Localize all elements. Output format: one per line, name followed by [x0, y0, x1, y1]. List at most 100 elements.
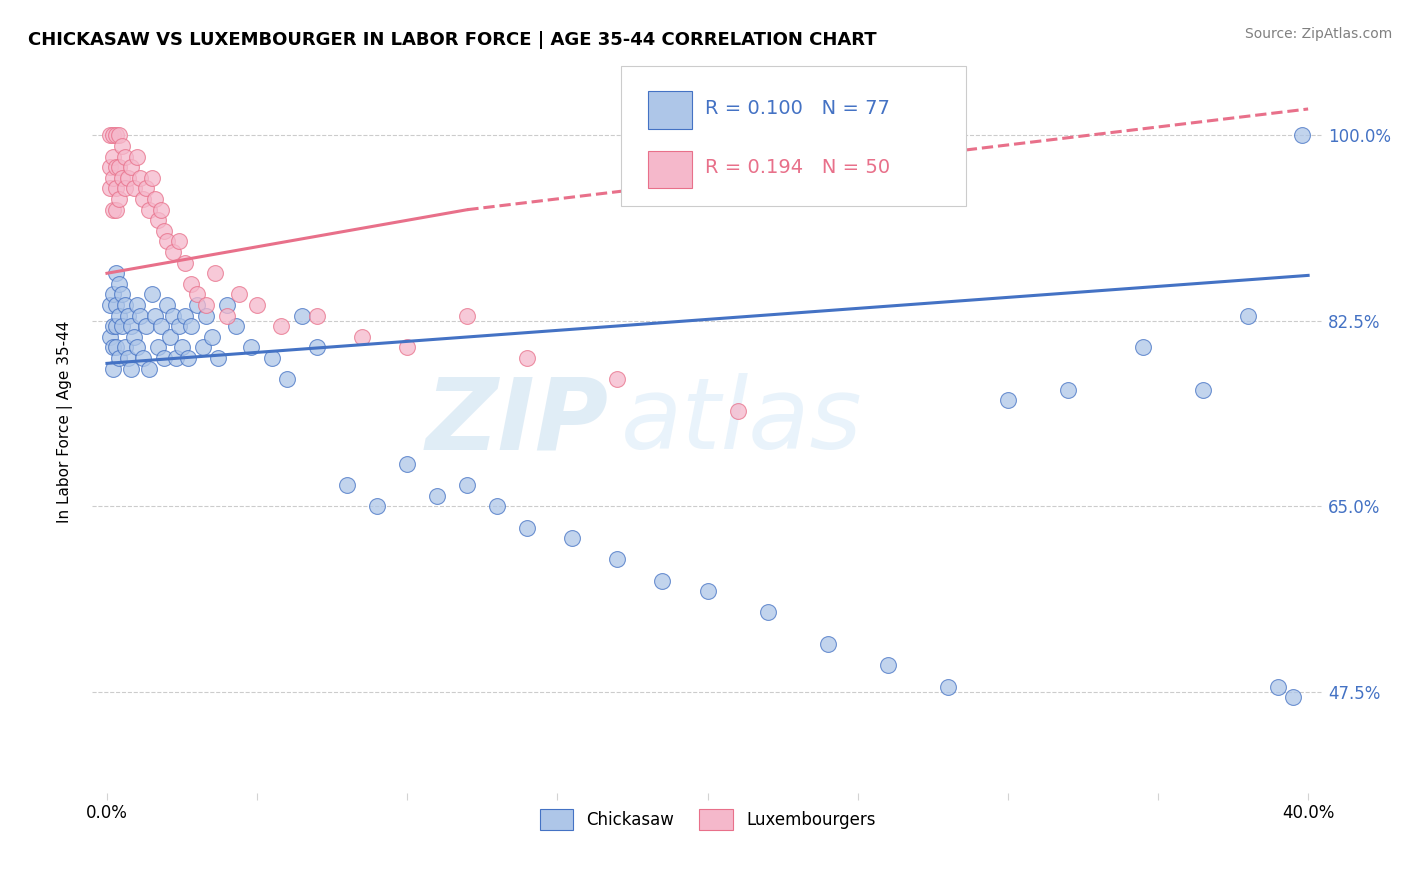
Point — [104, 319, 127, 334]
Point — [1267, 680, 1289, 694]
Point — [486, 500, 509, 514]
Point — [201, 330, 224, 344]
Point — [153, 224, 176, 238]
Point — [153, 351, 176, 365]
Point — [1132, 341, 1154, 355]
Point — [997, 393, 1019, 408]
Text: R = 0.194   N = 50: R = 0.194 N = 50 — [704, 159, 890, 178]
Point — [606, 552, 628, 566]
Point — [1237, 309, 1260, 323]
Point — [228, 287, 250, 301]
Point — [104, 161, 127, 175]
Point — [396, 341, 419, 355]
Point — [817, 637, 839, 651]
Point — [132, 192, 155, 206]
Point — [104, 202, 127, 217]
Point — [262, 351, 284, 365]
Point — [111, 319, 134, 334]
Point — [98, 128, 121, 143]
Point — [132, 351, 155, 365]
Point — [129, 309, 152, 323]
Point — [240, 341, 263, 355]
Point — [156, 235, 179, 249]
Point — [150, 319, 173, 334]
Point — [352, 330, 374, 344]
Point — [98, 161, 121, 175]
Point — [111, 139, 134, 153]
Point — [215, 298, 238, 312]
Point — [135, 181, 157, 195]
Point — [104, 298, 127, 312]
Point — [936, 680, 959, 694]
Point — [108, 161, 131, 175]
Point — [104, 181, 127, 195]
Point — [1192, 383, 1215, 397]
Point — [141, 287, 163, 301]
Point — [276, 372, 298, 386]
Point — [727, 404, 749, 418]
Point — [143, 192, 166, 206]
Point — [125, 150, 148, 164]
Point — [117, 309, 139, 323]
Point — [191, 341, 214, 355]
Text: ZIP: ZIP — [426, 373, 609, 470]
Point — [117, 170, 139, 185]
Legend: Chickasaw, Luxembourgers: Chickasaw, Luxembourgers — [533, 803, 882, 837]
Y-axis label: In Labor Force | Age 35-44: In Labor Force | Age 35-44 — [58, 320, 73, 523]
Point — [167, 319, 190, 334]
Point — [111, 170, 134, 185]
Point — [336, 478, 359, 492]
Point — [120, 161, 142, 175]
Point — [307, 341, 329, 355]
Point — [101, 170, 124, 185]
Point — [117, 351, 139, 365]
Text: CHICKASAW VS LUXEMBOURGER IN LABOR FORCE | AGE 35-44 CORRELATION CHART: CHICKASAW VS LUXEMBOURGER IN LABOR FORCE… — [28, 31, 877, 49]
Point — [104, 128, 127, 143]
Point — [159, 330, 181, 344]
Point — [114, 341, 136, 355]
Point — [135, 319, 157, 334]
Point — [108, 309, 131, 323]
Point — [207, 351, 229, 365]
Point — [186, 287, 208, 301]
Point — [141, 170, 163, 185]
Point — [108, 351, 131, 365]
Point — [180, 319, 202, 334]
Point — [101, 128, 124, 143]
Point — [150, 202, 173, 217]
Point — [170, 341, 193, 355]
Point — [143, 309, 166, 323]
Point — [120, 361, 142, 376]
Point — [756, 606, 779, 620]
Point — [215, 309, 238, 323]
Point — [125, 341, 148, 355]
Point — [270, 319, 292, 334]
Point — [516, 521, 538, 535]
Point — [101, 341, 124, 355]
Point — [104, 341, 127, 355]
Point — [98, 298, 121, 312]
Bar — [648, 151, 692, 188]
Point — [1291, 128, 1313, 143]
Point — [156, 298, 179, 312]
Point — [456, 309, 478, 323]
Point — [177, 351, 200, 365]
Point — [165, 351, 187, 365]
Point — [108, 128, 131, 143]
Bar — [648, 92, 692, 128]
Point — [162, 245, 184, 260]
Point — [651, 574, 673, 588]
Point — [138, 202, 160, 217]
Point — [114, 298, 136, 312]
Point — [174, 309, 197, 323]
Point — [696, 584, 718, 599]
Point — [167, 235, 190, 249]
Point — [186, 298, 208, 312]
Point — [162, 309, 184, 323]
Point — [246, 298, 269, 312]
Point — [291, 309, 314, 323]
Point — [174, 255, 197, 269]
Point — [98, 330, 121, 344]
Point — [129, 170, 152, 185]
Text: atlas: atlas — [621, 373, 863, 470]
